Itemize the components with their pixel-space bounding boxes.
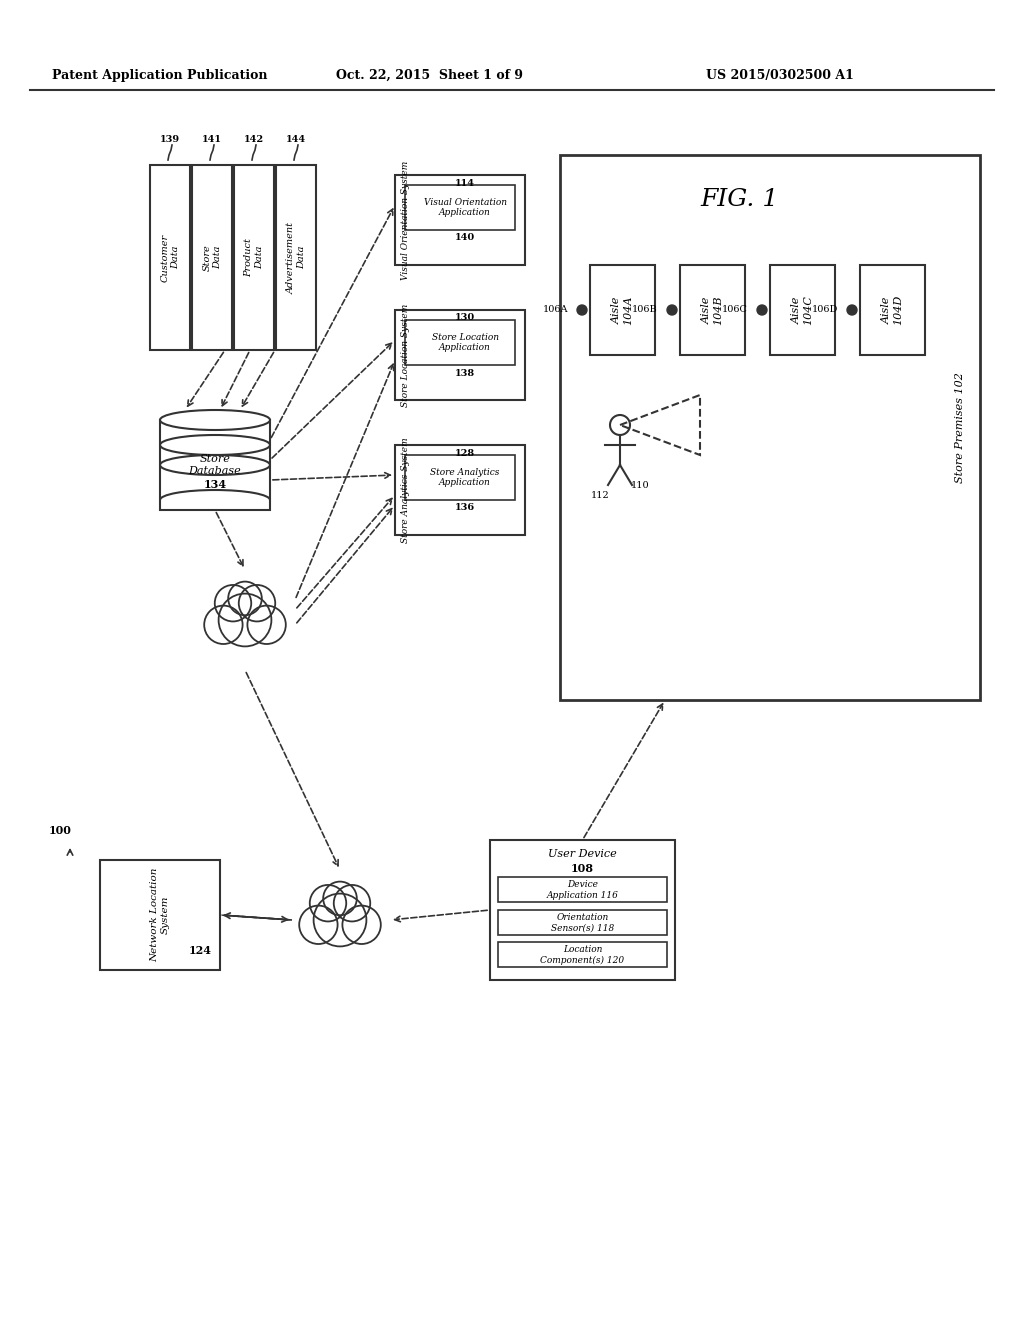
Text: Advertisement
Data: Advertisement Data — [287, 222, 306, 293]
Text: Store Analytics
Application: Store Analytics Application — [430, 467, 500, 487]
Text: 106C: 106C — [722, 305, 748, 314]
Text: Patent Application Publication: Patent Application Publication — [52, 69, 267, 82]
Text: Customer
Data: Customer Data — [161, 234, 179, 281]
Text: Visual Orientation
Application: Visual Orientation Application — [424, 198, 507, 218]
Text: 124: 124 — [188, 945, 212, 956]
Text: 106B: 106B — [632, 305, 658, 314]
Circle shape — [667, 305, 677, 315]
Text: Device
Application 116: Device Application 116 — [547, 880, 618, 900]
FancyBboxPatch shape — [590, 265, 655, 355]
FancyBboxPatch shape — [406, 185, 515, 230]
Text: Store
Database: Store Database — [188, 454, 242, 475]
Circle shape — [204, 606, 243, 644]
Circle shape — [215, 585, 251, 622]
Text: 126: 126 — [233, 632, 256, 644]
Text: Product
Data: Product Data — [245, 238, 264, 277]
Text: 141: 141 — [202, 136, 222, 144]
FancyBboxPatch shape — [560, 154, 980, 700]
Text: 100: 100 — [48, 825, 72, 836]
Text: Network Location
System: Network Location System — [151, 867, 170, 962]
Text: 106A: 106A — [543, 305, 568, 314]
Text: Store
Data: Store Data — [203, 244, 222, 271]
Circle shape — [757, 305, 767, 315]
Circle shape — [309, 884, 346, 921]
Text: Orientation
Sensor(s) 118: Orientation Sensor(s) 118 — [551, 913, 614, 933]
Circle shape — [577, 305, 587, 315]
Circle shape — [342, 906, 381, 944]
Circle shape — [313, 894, 367, 946]
Text: 114: 114 — [455, 178, 475, 187]
Circle shape — [334, 884, 371, 921]
FancyBboxPatch shape — [395, 310, 525, 400]
FancyBboxPatch shape — [150, 165, 190, 350]
FancyBboxPatch shape — [100, 861, 220, 970]
FancyBboxPatch shape — [680, 265, 745, 355]
FancyBboxPatch shape — [193, 165, 232, 350]
Circle shape — [324, 882, 356, 915]
Text: Visual Orientation System: Visual Orientation System — [400, 160, 410, 280]
FancyBboxPatch shape — [498, 942, 667, 968]
Text: 106D: 106D — [812, 305, 838, 314]
Text: 138: 138 — [455, 368, 475, 378]
FancyBboxPatch shape — [395, 176, 525, 265]
Circle shape — [218, 594, 271, 647]
Text: 130: 130 — [455, 314, 475, 322]
Text: Aisle
104D: Aisle 104D — [882, 294, 903, 325]
Text: 110: 110 — [631, 480, 649, 490]
Text: 108: 108 — [571, 862, 594, 874]
Text: Aisle
104A: Aisle 104A — [611, 296, 633, 325]
Circle shape — [228, 582, 262, 615]
FancyBboxPatch shape — [160, 420, 270, 510]
Text: 122: 122 — [329, 932, 351, 944]
Ellipse shape — [160, 411, 270, 430]
Text: 142: 142 — [244, 136, 264, 144]
Text: FIG. 1: FIG. 1 — [700, 189, 779, 211]
Text: Aisle
104C: Aisle 104C — [792, 296, 813, 325]
Text: Aisle
104B: Aisle 104B — [701, 296, 723, 325]
FancyBboxPatch shape — [490, 840, 675, 979]
FancyBboxPatch shape — [860, 265, 925, 355]
Circle shape — [847, 305, 857, 315]
FancyBboxPatch shape — [770, 265, 835, 355]
Text: 134: 134 — [204, 479, 226, 491]
Text: User Device: User Device — [548, 849, 616, 859]
FancyBboxPatch shape — [406, 319, 515, 366]
Text: Store Analytics System: Store Analytics System — [400, 437, 410, 543]
Text: US 2015/0302500 A1: US 2015/0302500 A1 — [707, 69, 854, 82]
Text: Store
Network: Store Network — [220, 605, 269, 626]
Text: Store Premises 102: Store Premises 102 — [955, 372, 965, 483]
FancyBboxPatch shape — [498, 876, 667, 902]
Text: 140: 140 — [455, 234, 475, 243]
FancyBboxPatch shape — [276, 165, 316, 350]
FancyBboxPatch shape — [234, 165, 274, 350]
Circle shape — [299, 906, 338, 944]
Text: 128: 128 — [455, 449, 475, 458]
Text: Network: Network — [315, 909, 365, 920]
Text: Oct. 22, 2015  Sheet 1 of 9: Oct. 22, 2015 Sheet 1 of 9 — [337, 69, 523, 82]
Text: Store Location System: Store Location System — [400, 304, 410, 407]
Circle shape — [248, 606, 286, 644]
FancyBboxPatch shape — [406, 455, 515, 500]
Text: Location
Component(s) 120: Location Component(s) 120 — [541, 945, 625, 965]
Text: 139: 139 — [160, 136, 180, 144]
FancyBboxPatch shape — [498, 909, 667, 935]
Text: Store Location
Application: Store Location Application — [431, 333, 499, 352]
Text: 144: 144 — [286, 136, 306, 144]
Circle shape — [239, 585, 275, 622]
Text: 112: 112 — [591, 491, 609, 499]
FancyBboxPatch shape — [395, 445, 525, 535]
Text: 136: 136 — [455, 503, 475, 512]
